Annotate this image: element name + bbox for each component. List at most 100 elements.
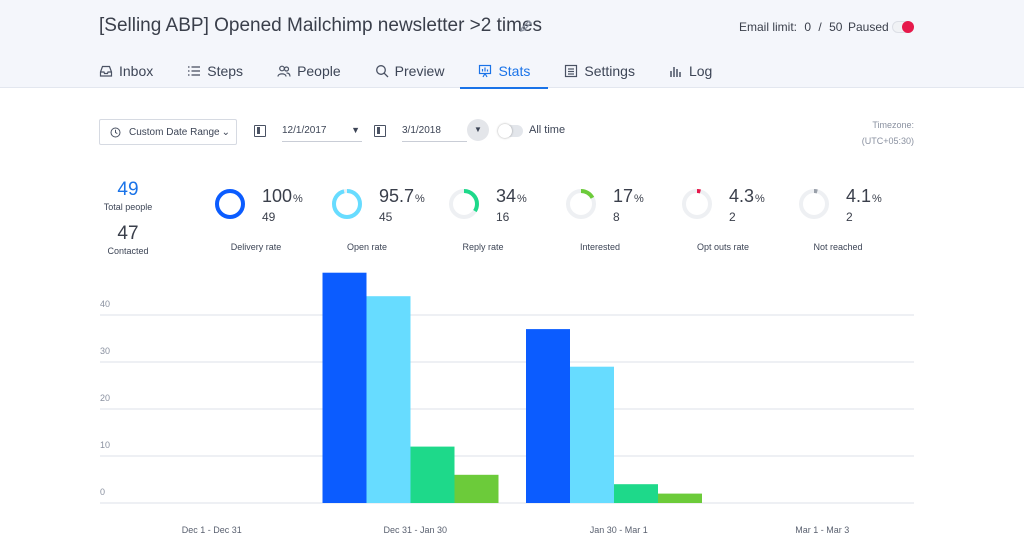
tab-inbox[interactable]: Inbox bbox=[99, 53, 153, 88]
end-date-dropdown-button[interactable]: ▼ bbox=[467, 119, 489, 141]
not-reached-count: 2 bbox=[846, 210, 853, 224]
reply-rate-ring bbox=[449, 189, 479, 219]
presentation-chart-icon bbox=[479, 64, 492, 77]
tab-people[interactable]: People bbox=[277, 53, 341, 88]
bar bbox=[614, 484, 658, 503]
ring-progress-arc bbox=[215, 189, 245, 219]
bar-chart-icon bbox=[670, 66, 681, 77]
y-tick-label: 10 bbox=[100, 440, 110, 450]
tab-people-label: People bbox=[297, 62, 341, 79]
list-icon bbox=[188, 65, 201, 76]
tab-steps[interactable]: Steps bbox=[187, 53, 243, 88]
delivery-rate-ring bbox=[215, 189, 245, 219]
tab-stats[interactable]: Stats bbox=[460, 53, 549, 89]
open-rate-label: Open rate bbox=[346, 242, 388, 252]
not-reached-unit: % bbox=[872, 193, 882, 205]
opt-outs-rate-label: Opt outs rate bbox=[696, 242, 750, 252]
bar bbox=[454, 474, 499, 503]
opt-outs-rate-count: 2 bbox=[729, 210, 736, 224]
bar bbox=[410, 446, 455, 503]
contacted-label: Contacted bbox=[107, 246, 149, 256]
date-range-label: Custom Date Range bbox=[129, 126, 220, 138]
ring-progress-arc bbox=[682, 189, 712, 219]
email-limit-label: Email limit: bbox=[739, 20, 798, 34]
all-time-toggle[interactable] bbox=[498, 124, 523, 138]
bar bbox=[658, 493, 702, 503]
inbox-icon bbox=[99, 65, 113, 77]
not-reached-ring bbox=[799, 189, 829, 219]
caret-down-icon: ▼ bbox=[351, 125, 360, 135]
ring-progress-arc bbox=[799, 189, 829, 219]
campaign-header: [Selling ABP] Opened Mailchimp newslette… bbox=[0, 0, 1024, 89]
all-time-toggle-knob bbox=[498, 124, 512, 138]
total-people-value: 49 bbox=[117, 179, 139, 200]
delivery-rate-label: Delivery rate bbox=[230, 242, 282, 252]
calendar-icon[interactable] bbox=[254, 125, 266, 137]
edit-pencil-icon[interactable] bbox=[519, 19, 533, 33]
tab-inbox-label: Inbox bbox=[119, 62, 154, 79]
opt-outs-rate-ring bbox=[682, 189, 712, 219]
email-limit-max: 50 bbox=[829, 20, 843, 34]
tab-settings[interactable]: Settings bbox=[564, 53, 635, 88]
email-limit-used: 0 bbox=[804, 20, 812, 34]
open-rate-count: 45 bbox=[379, 210, 393, 224]
total-people-stat: 49 Total people bbox=[98, 179, 158, 213]
timezone-value: (UTC+05:30) bbox=[861, 136, 914, 146]
reply-rate-pct: 34 bbox=[496, 186, 517, 206]
tab-bar: Inbox Steps People Preview Stats Setting… bbox=[99, 53, 746, 89]
not-reached-pct: 4.1 bbox=[846, 186, 872, 206]
open-rate-ring bbox=[332, 189, 362, 219]
y-tick-label: 40 bbox=[100, 299, 110, 309]
search-icon bbox=[375, 64, 389, 77]
people-icon bbox=[277, 65, 291, 77]
start-date-field[interactable]: 12/1/2017 ▼ bbox=[282, 120, 362, 142]
delivery-rate-pct: 100 bbox=[262, 186, 293, 206]
paused-label: Paused bbox=[848, 20, 889, 34]
stats-bar-chart: 0 10 20 30 40 Dec 1 - Dec 31 Dec 31 - Jan 30 Ja… bbox=[100, 272, 914, 535]
interested-pct: 17 bbox=[613, 186, 634, 206]
x-tick-label: Jan 30 - Mar 1 bbox=[590, 525, 648, 535]
contacted-stat: 47 Contacted bbox=[98, 223, 158, 257]
tab-preview-label: Preview bbox=[394, 62, 445, 79]
y-tick-label: 30 bbox=[100, 346, 110, 356]
bar bbox=[366, 296, 411, 503]
x-tick-label: Mar 1 - Mar 3 bbox=[795, 525, 849, 535]
ring-progress-arc bbox=[566, 189, 596, 219]
contacted-value: 47 bbox=[117, 223, 139, 244]
bar bbox=[570, 366, 614, 503]
interested-count: 8 bbox=[613, 210, 620, 224]
opt-outs-rate-unit: % bbox=[755, 193, 765, 205]
interested-unit: % bbox=[634, 193, 644, 205]
y-tick-label: 0 bbox=[100, 487, 105, 497]
all-time-label: All time bbox=[529, 124, 566, 136]
ring-track bbox=[682, 189, 712, 219]
open-rate-unit: % bbox=[415, 193, 425, 205]
interested-ring bbox=[566, 189, 596, 219]
ring-track bbox=[799, 189, 829, 219]
ring-progress-arc bbox=[449, 189, 479, 219]
clock-icon bbox=[110, 127, 121, 137]
end-date-value: 3/1/2018 bbox=[402, 125, 441, 136]
tab-log-label: Log bbox=[688, 62, 713, 79]
chevron-down-icon: ⌄ bbox=[221, 127, 230, 138]
tab-steps-label: Steps bbox=[207, 62, 244, 79]
campaign-title: [Selling ABP] Opened Mailchimp newslette… bbox=[99, 15, 543, 36]
ring-progress-arc bbox=[332, 189, 362, 219]
calendar-icon[interactable] bbox=[374, 125, 386, 137]
y-tick-label: 20 bbox=[100, 393, 110, 403]
not-reached-label: Not reached bbox=[813, 242, 863, 252]
open-rate-pct: 95.7 bbox=[379, 186, 415, 206]
interested-label: Interested bbox=[579, 242, 621, 252]
timezone-info: Timezone: (UTC+05:30) bbox=[862, 117, 914, 149]
date-range-select[interactable]: Custom Date Range ⌄ bbox=[99, 119, 237, 145]
reply-rate-label: Reply rate bbox=[462, 242, 504, 252]
tab-stats-label: Stats bbox=[498, 62, 531, 79]
tab-log[interactable]: Log bbox=[669, 53, 712, 88]
x-tick-label: Dec 1 - Dec 31 bbox=[182, 525, 242, 535]
end-date-field[interactable]: 3/1/2018 bbox=[402, 120, 467, 142]
opt-outs-rate-pct: 4.3 bbox=[729, 186, 755, 206]
email-limit: Email limit: 0 / 50 bbox=[739, 20, 842, 34]
tab-preview[interactable]: Preview bbox=[375, 53, 445, 88]
reply-rate-unit: % bbox=[517, 193, 527, 205]
paused-toggle[interactable] bbox=[892, 21, 914, 33]
